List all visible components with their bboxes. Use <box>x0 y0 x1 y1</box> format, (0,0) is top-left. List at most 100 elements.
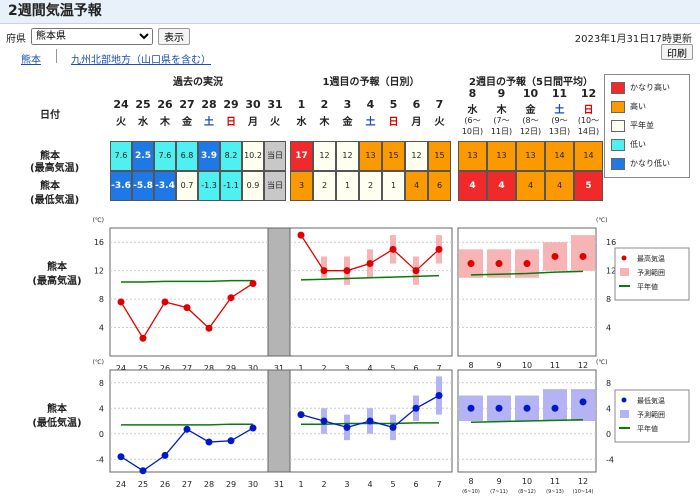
x-tick-label: 29 <box>226 364 236 373</box>
x-tick-label: 28 <box>204 480 214 489</box>
row-label-high-2: (最高気温) <box>30 163 80 174</box>
chart-row-label: (最低気温) <box>32 416 81 429</box>
temp-cell: 13 <box>458 141 487 171</box>
date-weekday: 日 <box>388 117 399 128</box>
date-weekday: 土 <box>204 117 214 128</box>
temp-point <box>551 252 559 260</box>
temp-point <box>320 267 328 275</box>
row-label-low-2: (最低気温) <box>30 195 80 206</box>
x-tick-label: 3 <box>344 480 349 489</box>
temp-point <box>227 437 235 445</box>
temp-point <box>467 260 475 268</box>
legend-swatch <box>611 157 625 170</box>
x-tick-label: 4 <box>367 480 372 489</box>
y-tick-label-right: 12 <box>606 267 616 276</box>
chart-row-label: 熊本 <box>47 402 68 415</box>
chart-panel-today <box>267 227 291 357</box>
date-day: 9 <box>497 87 506 100</box>
date-weekday: 水 <box>138 117 148 128</box>
x-tick-label: 29 <box>226 480 236 489</box>
temp-cell: 14 <box>574 141 603 171</box>
x-tick-label: 2 <box>321 480 326 489</box>
temp-cell: 17 <box>290 141 313 171</box>
temp-cell: 13 <box>359 141 382 171</box>
date-weekday: 金 <box>525 105 536 116</box>
date-day: 24 <box>113 98 129 111</box>
date-range: 10日) <box>461 127 484 136</box>
temp-cell: 12 <box>405 141 428 171</box>
temp-point <box>205 438 213 446</box>
prefecture-select[interactable]: 熊本県 <box>31 28 153 45</box>
temp-point <box>117 298 125 306</box>
legend-swatch <box>611 138 625 151</box>
date-weekday: 木 <box>496 105 507 116</box>
y-tick-label: 8 <box>99 295 104 304</box>
date-range: (9～ <box>551 116 568 125</box>
x-tick-label: 9 <box>496 361 501 370</box>
temp-point <box>320 417 328 425</box>
show-button[interactable]: 表示 <box>158 28 190 45</box>
temp-point <box>161 298 169 306</box>
class-legend: かなり高い 高い 平年並 低い かなり低い <box>604 74 690 178</box>
x-tick-sublabel: (6~10) <box>462 489 480 495</box>
temp-cell: 15 <box>428 141 451 171</box>
temp-cell: 4 <box>487 171 516 201</box>
x-tick-label: 3 <box>344 364 349 373</box>
temp-cell: 4 <box>458 171 487 201</box>
temp-point <box>139 467 147 475</box>
temp-cell: 4 <box>516 171 545 201</box>
x-tick-label: 2 <box>321 364 326 373</box>
date-weekday: 木 <box>319 117 330 128</box>
y-tick-label: 12 <box>94 267 104 276</box>
print-button[interactable]: 印刷 <box>661 44 693 60</box>
title-bar: 2週間気温予報 <box>0 0 700 24</box>
prefecture-label: 府県 <box>6 34 26 45</box>
temp-point <box>523 260 531 268</box>
y-tick-label: -4 <box>96 455 104 464</box>
temp-cell: 4 <box>405 171 428 201</box>
chart-legend-point <box>621 397 627 403</box>
date-weekday: 金 <box>182 117 192 128</box>
y-tick-label: 0 <box>99 430 104 439</box>
x-tick-label: 6 <box>413 480 418 489</box>
date-weekday: 金 <box>342 117 353 128</box>
date-range: 12日) <box>519 127 542 136</box>
date-range: 11日) <box>490 127 513 136</box>
temp-cell: 3.9 <box>198 141 220 171</box>
legend-label: かなり高い <box>630 83 670 92</box>
temp-point <box>249 424 257 432</box>
temp-cell: -1.1 <box>220 171 242 201</box>
date-range: (10～ <box>577 116 600 125</box>
legend-label: 低い <box>630 140 646 149</box>
temp-cell: 当日 <box>264 171 286 201</box>
chart-panel-past <box>109 369 269 473</box>
legend-item: 低い <box>611 138 646 152</box>
x-tick-label: 30 <box>248 364 258 373</box>
x-tick-label: 24 <box>116 364 126 373</box>
temp-cell: 2 <box>313 171 336 201</box>
temp-point <box>389 423 397 431</box>
row-label-low-1: 熊本 <box>40 181 60 192</box>
y-tick-label: 4 <box>99 324 104 333</box>
date-day: 4 <box>366 98 375 111</box>
forecast-range-bar <box>571 235 595 271</box>
link-region[interactable]: 九州北部地方（山口県を含む） <box>71 55 211 66</box>
chart-legend-label: 最高気温 <box>637 254 665 263</box>
x-tick-label: 1 <box>298 480 303 489</box>
legend-label: かなり低い <box>630 159 670 168</box>
temp-point <box>117 453 125 461</box>
temp-cell: 1 <box>336 171 359 201</box>
date-range: (8～ <box>522 116 539 125</box>
y-tick-label-right: 8 <box>606 379 611 388</box>
row-label-high-1: 熊本 <box>40 151 60 162</box>
date-day: 31 <box>267 98 283 111</box>
temp-point <box>205 324 213 332</box>
temp-cell: 14 <box>545 141 574 171</box>
link-kumamoto[interactable]: 熊本 <box>21 55 41 66</box>
chart-legend-range <box>620 410 629 418</box>
temp-point <box>161 451 169 459</box>
x-tick-label: 9 <box>496 477 501 486</box>
chart-panel-today <box>267 369 291 473</box>
date-weekday: 月 <box>411 117 422 128</box>
normal-line <box>121 423 253 426</box>
